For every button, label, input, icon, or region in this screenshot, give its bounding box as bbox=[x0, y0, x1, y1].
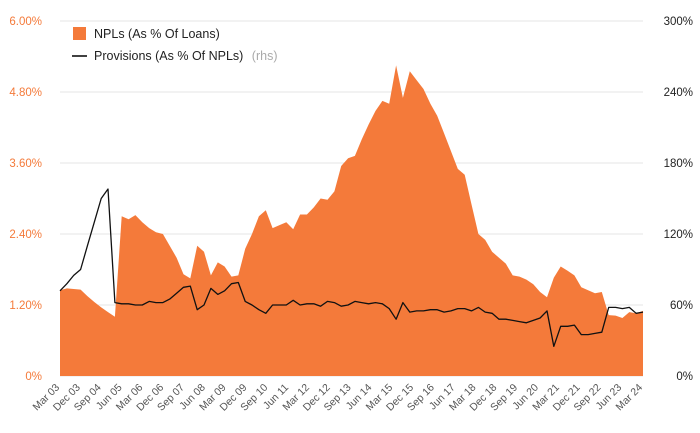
right-tick-label: 60% bbox=[670, 300, 693, 312]
legend-provisions-text: Provisions (As % Of NPLs) (rhs) bbox=[94, 47, 278, 64]
left-tick-label: 2.40% bbox=[9, 229, 42, 241]
right-tick-label: 0% bbox=[676, 371, 693, 383]
legend-provisions-note: (rhs) bbox=[252, 49, 278, 63]
provisions-line-series bbox=[59, 188, 644, 348]
left-axis-ticks: 0% 1.20% 2.40% 3.60% 4.80% 6.00% bbox=[9, 16, 42, 383]
left-tick-label: 6.00% bbox=[9, 16, 42, 28]
left-tick-label: 1.20% bbox=[9, 300, 42, 312]
left-tick-label: 3.60% bbox=[9, 158, 42, 170]
left-tick-label: 4.80% bbox=[9, 87, 42, 99]
right-tick-label: 240% bbox=[664, 87, 693, 99]
left-tick-label: 0% bbox=[25, 371, 42, 383]
right-tick-label: 120% bbox=[664, 229, 693, 241]
right-tick-label: 180% bbox=[664, 158, 693, 170]
right-tick-label: 300% bbox=[664, 16, 693, 28]
legend-provisions-label: Provisions (As % Of NPLs) bbox=[94, 49, 243, 63]
npl-area-series bbox=[60, 65, 643, 377]
legend: NPLs (As % Of Loans) Provisions (As % Of… bbox=[72, 27, 278, 64]
legend-npl-label: NPLs (As % Of Loans) bbox=[94, 27, 220, 41]
legend-npl-swatch bbox=[73, 27, 86, 40]
right-axis-ticks: 0% 60% 120% 180% 240% 300% bbox=[664, 16, 693, 383]
